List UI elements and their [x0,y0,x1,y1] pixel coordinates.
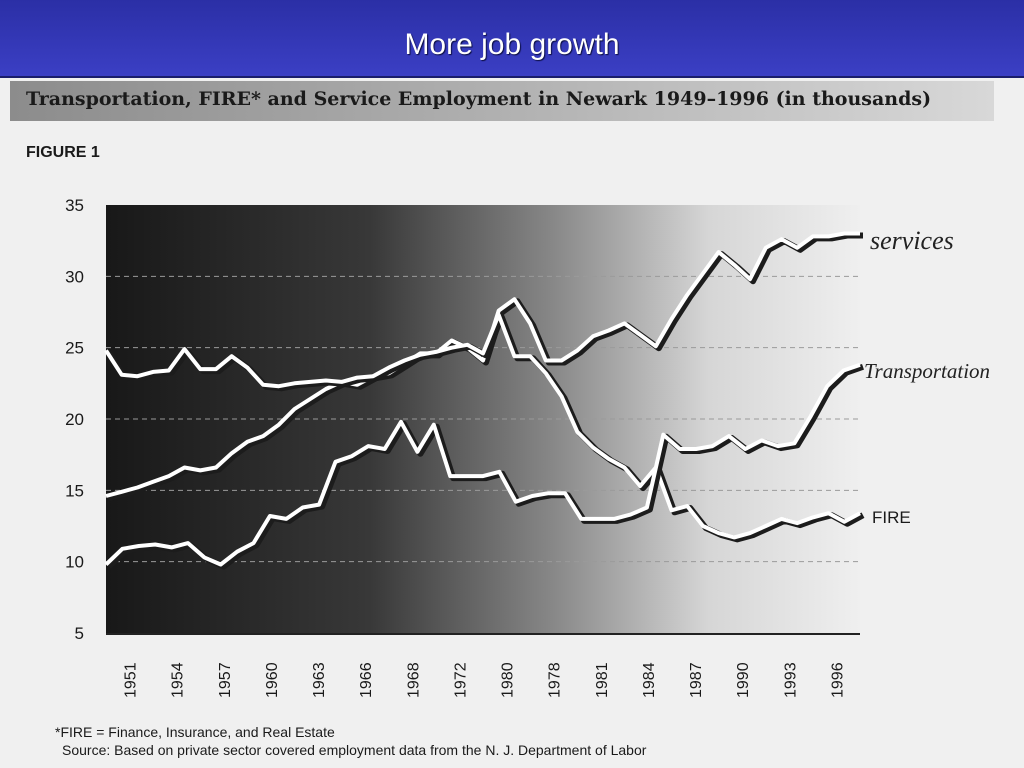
x-tick-label: 1990 [735,662,752,698]
x-tick-label: 1980 [500,662,517,698]
slide-banner: More job growth [0,0,1024,78]
y-tick-label: 10 [65,553,84,572]
y-tick-labels: 5 10 15 20 25 30 35 [65,196,84,643]
x-tick-label: 1957 [217,662,234,698]
x-tick-label: 1972 [452,662,469,698]
x-tick-label: 1960 [264,662,281,698]
x-tick-labels: 1951 1954 1957 1960 1963 1966 1968 1972 1980 1978… [123,662,847,698]
y-tick-label: 35 [65,196,84,215]
x-tick-label: 1996 [829,662,846,698]
fire-footnote: *FIRE = Finance, Insurance, and Real Est… [55,724,335,740]
x-tick-label: 1966 [358,662,375,698]
figure-label: FIGURE 1 [26,144,100,161]
y-tick-label: 15 [65,481,84,500]
y-tick-label: 5 [75,624,84,643]
y-tick-label: 20 [65,410,84,429]
fire-annotation: FIRE [872,508,911,527]
x-tick-label: 1954 [170,662,187,698]
x-tick-label: 1993 [782,662,799,698]
slide-title: More job growth [404,28,620,61]
x-tick-label: 1963 [311,662,328,698]
x-tick-label: 1968 [405,662,422,698]
chart-title: Transportation, FIRE* and Service Employ… [26,88,932,110]
transportation-annotation: Transportation [864,359,990,383]
y-tick-label: 25 [65,339,84,358]
x-tick-label: 1978 [547,662,564,698]
x-tick-label: 1984 [641,662,658,698]
x-tick-label: 1987 [688,662,705,698]
series-line [104,312,861,540]
source-note: Source: Based on private sector covered … [62,742,647,758]
services-annotation: services [870,226,954,255]
x-tick-label: 1951 [123,662,140,698]
x-tick-label: 1981 [594,662,611,698]
y-tick-label: 30 [65,267,84,286]
series-line [105,231,860,498]
chart-title-band [10,81,994,121]
series-line [104,362,861,567]
series-lines [104,231,865,570]
